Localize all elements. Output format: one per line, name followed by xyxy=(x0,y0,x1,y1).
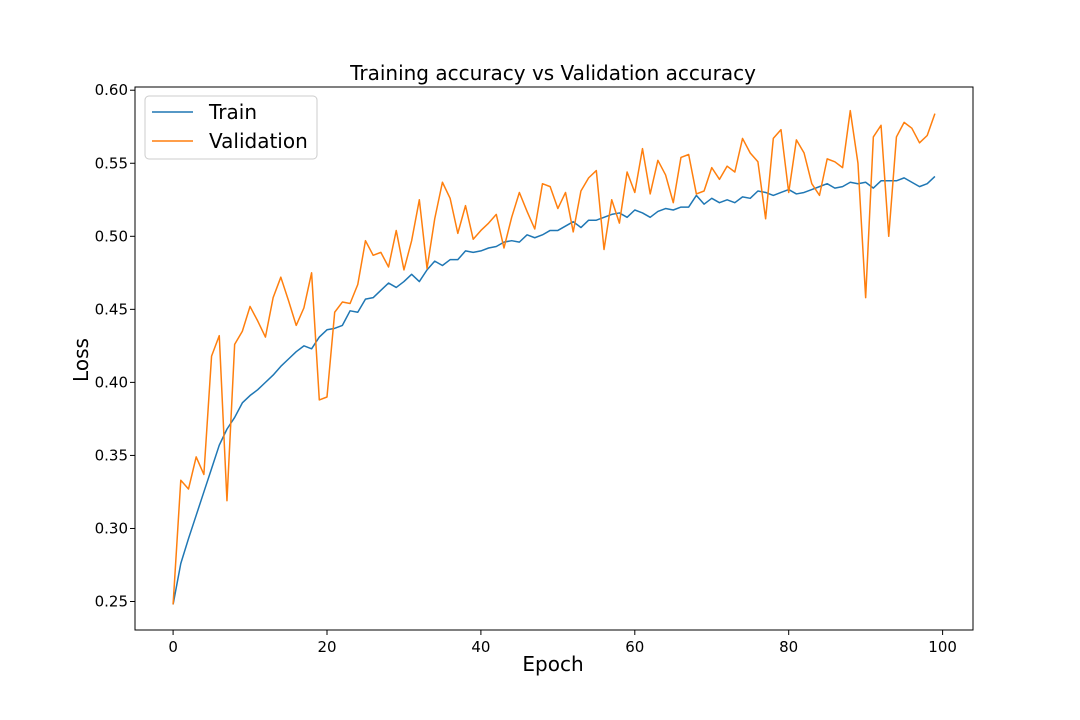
x-tick-label: 100 xyxy=(928,638,957,656)
series-lines xyxy=(172,109,936,605)
x-tick-label: 80 xyxy=(779,638,798,656)
legend: Train Validation xyxy=(144,95,318,160)
x-axis-label: Epoch xyxy=(522,652,583,676)
plot-area xyxy=(134,86,974,631)
series-line-validation xyxy=(172,109,936,605)
x-tick-label: 40 xyxy=(471,638,490,656)
x-tick-label: 0 xyxy=(168,638,178,656)
x-tick-label: 20 xyxy=(317,638,336,656)
legend-label-validation: Validation xyxy=(209,129,308,153)
y-tick-label: 0.25 xyxy=(95,593,128,611)
y-axis: 0.25 0.30 0.35 0.40 0.45 0.50 0.55 0.60 xyxy=(95,81,135,611)
y-tick-label: 0.30 xyxy=(95,519,128,537)
y-tick-label: 0.55 xyxy=(95,154,128,172)
y-tick-label: 0.35 xyxy=(95,446,128,464)
series-line-train xyxy=(172,175,936,605)
y-axis-label: Loss xyxy=(69,338,93,382)
x-axis: 0 20 40 60 80 100 xyxy=(168,630,957,656)
legend-label-train: Train xyxy=(208,100,257,124)
x-tick-label: 60 xyxy=(625,638,644,656)
y-tick-label: 0.40 xyxy=(95,373,128,391)
y-tick-label: 0.60 xyxy=(95,81,128,99)
y-tick-label: 0.45 xyxy=(95,300,128,318)
y-tick-label: 0.50 xyxy=(95,227,128,245)
chart-title: Training accuracy vs Validation accuracy xyxy=(349,61,756,85)
